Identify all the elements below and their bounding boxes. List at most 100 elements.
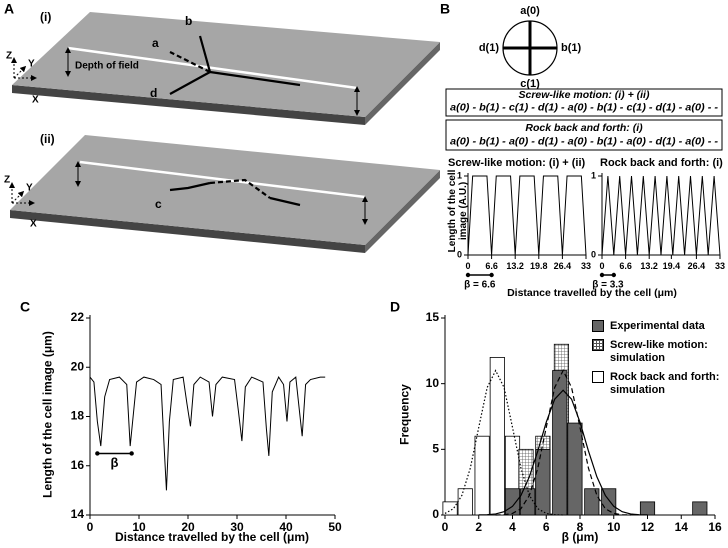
plate: [12, 12, 440, 117]
axis-name: X: [32, 95, 39, 106]
plate: [10, 135, 440, 245]
flagellum-label: c: [155, 197, 162, 211]
annotation: β: [111, 455, 119, 470]
data-line: [467, 175, 587, 256]
x-tick-label: 8: [577, 520, 584, 534]
span-end: [611, 272, 616, 278]
legend-swatch: [592, 371, 604, 383]
x-tick-label: 10: [607, 520, 621, 534]
bar: [692, 501, 708, 516]
x-axis-label: β (μm): [562, 530, 599, 544]
data-line: [89, 376, 326, 491]
x-tick-label: 0: [87, 520, 94, 534]
x-tick-label: 6.6: [485, 261, 498, 271]
x-tick-label: 4: [509, 520, 516, 534]
flagellum: [269, 196, 301, 207]
y-axis-label: Length of the cell image (A.U.): [447, 169, 469, 253]
sequence-title: Screw-like motion: (i) + (ii): [519, 89, 650, 101]
axes-glyph: [11, 57, 37, 81]
position-label: d(1): [479, 42, 500, 54]
fit-curve: [495, 369, 631, 516]
x-tick-label: 10: [132, 520, 146, 534]
bar: [567, 422, 583, 516]
x-axis-label: Distance travelled by the cell (μm): [115, 530, 309, 544]
x-tick-label: 16: [708, 520, 722, 534]
annotation: β = 3.3: [592, 280, 624, 291]
bar: [552, 370, 568, 516]
x-tick-label: 6: [543, 520, 550, 534]
span-end: [465, 272, 471, 278]
flagellum: [169, 181, 211, 192]
legend-label: Experimental data: [610, 320, 705, 332]
y-axis-label: Length of the cell image (μm): [40, 331, 55, 498]
panel-label: B: [440, 1, 450, 17]
bar: [639, 501, 656, 516]
plate-edge: [365, 42, 440, 125]
panel-label: C: [20, 299, 30, 315]
y-tick-label: 1: [591, 170, 596, 180]
focal-line: [79, 160, 366, 199]
flagellum-label: b: [185, 14, 192, 28]
bar: [457, 488, 473, 516]
y-axis-label: Frequency: [397, 384, 412, 445]
plate-edge: [365, 170, 440, 253]
flagella: [169, 35, 301, 95]
y-tick-label: 10: [426, 376, 440, 390]
legend: Experimental data Screw-like motion: simu…: [592, 320, 722, 403]
x-tick-label: 19.8: [530, 261, 548, 271]
y-tick-label: 15: [426, 310, 440, 324]
depth-label: Depth of field: [75, 61, 139, 72]
legend-label: Screw-like motion: simulation: [610, 339, 708, 364]
axes-glyph: [9, 182, 35, 206]
bar: [520, 488, 536, 516]
axis-name: Y: [26, 183, 33, 194]
bar: [584, 488, 600, 516]
y-tick-label: 5: [432, 442, 439, 456]
annotation: β = 6.6: [464, 280, 496, 291]
subpanel-label: (i): [40, 10, 51, 24]
span-end: [95, 451, 100, 456]
sequence-title: Rock back and forth: (i): [525, 122, 643, 134]
legend-label: Rock back and forth: simulation: [610, 371, 720, 396]
y-tick-label: 20: [71, 359, 85, 373]
x-tick-label: 20: [181, 520, 195, 534]
y-tick-label: 0: [432, 507, 439, 521]
x-tick-label: 19.4: [663, 261, 681, 271]
y-tick-label: 18: [71, 409, 85, 423]
x-tick-label: 33: [715, 261, 725, 271]
axis-name: Z: [4, 175, 10, 186]
x-tick-label: 6.6: [619, 261, 632, 271]
x-tick-label: 33: [581, 261, 591, 271]
x-tick-label: 0: [599, 261, 604, 271]
x-tick-label: 26.4: [688, 261, 706, 271]
flagellum-label: a: [152, 36, 159, 50]
flagellum: [198, 35, 212, 73]
x-tick-label: 26.4: [554, 261, 572, 271]
y-tick-label: 16: [71, 458, 85, 472]
flagellum-label: d: [150, 86, 157, 100]
x-tick-label: 2: [475, 520, 482, 534]
subpanel-label: (ii): [40, 132, 55, 146]
panel-label: D: [390, 299, 400, 315]
flagellum: [169, 71, 211, 95]
y-tick-label: 14: [71, 507, 85, 521]
flagellum: [209, 178, 271, 199]
chart-title: Rock back and forth: (i): [600, 157, 723, 169]
plate-edge: [10, 210, 365, 253]
sequence-box: [445, 88, 723, 117]
fit-curve: [478, 389, 648, 516]
span-end: [489, 272, 494, 278]
bar: [535, 448, 551, 516]
legend-item: Rock back and forth: simulation: [592, 371, 722, 397]
x-tick-label: 14: [675, 520, 689, 534]
axis-name: Z: [6, 51, 12, 62]
legend-item: Screw-like motion: simulation: [592, 339, 722, 365]
legend-swatch: [592, 320, 604, 332]
bar: [474, 435, 490, 516]
x-tick-label: 30: [230, 520, 244, 534]
panel-label: A: [4, 1, 14, 17]
bar: [489, 356, 505, 516]
chart-title: Screw-like motion: (i) + (ii): [448, 157, 586, 169]
